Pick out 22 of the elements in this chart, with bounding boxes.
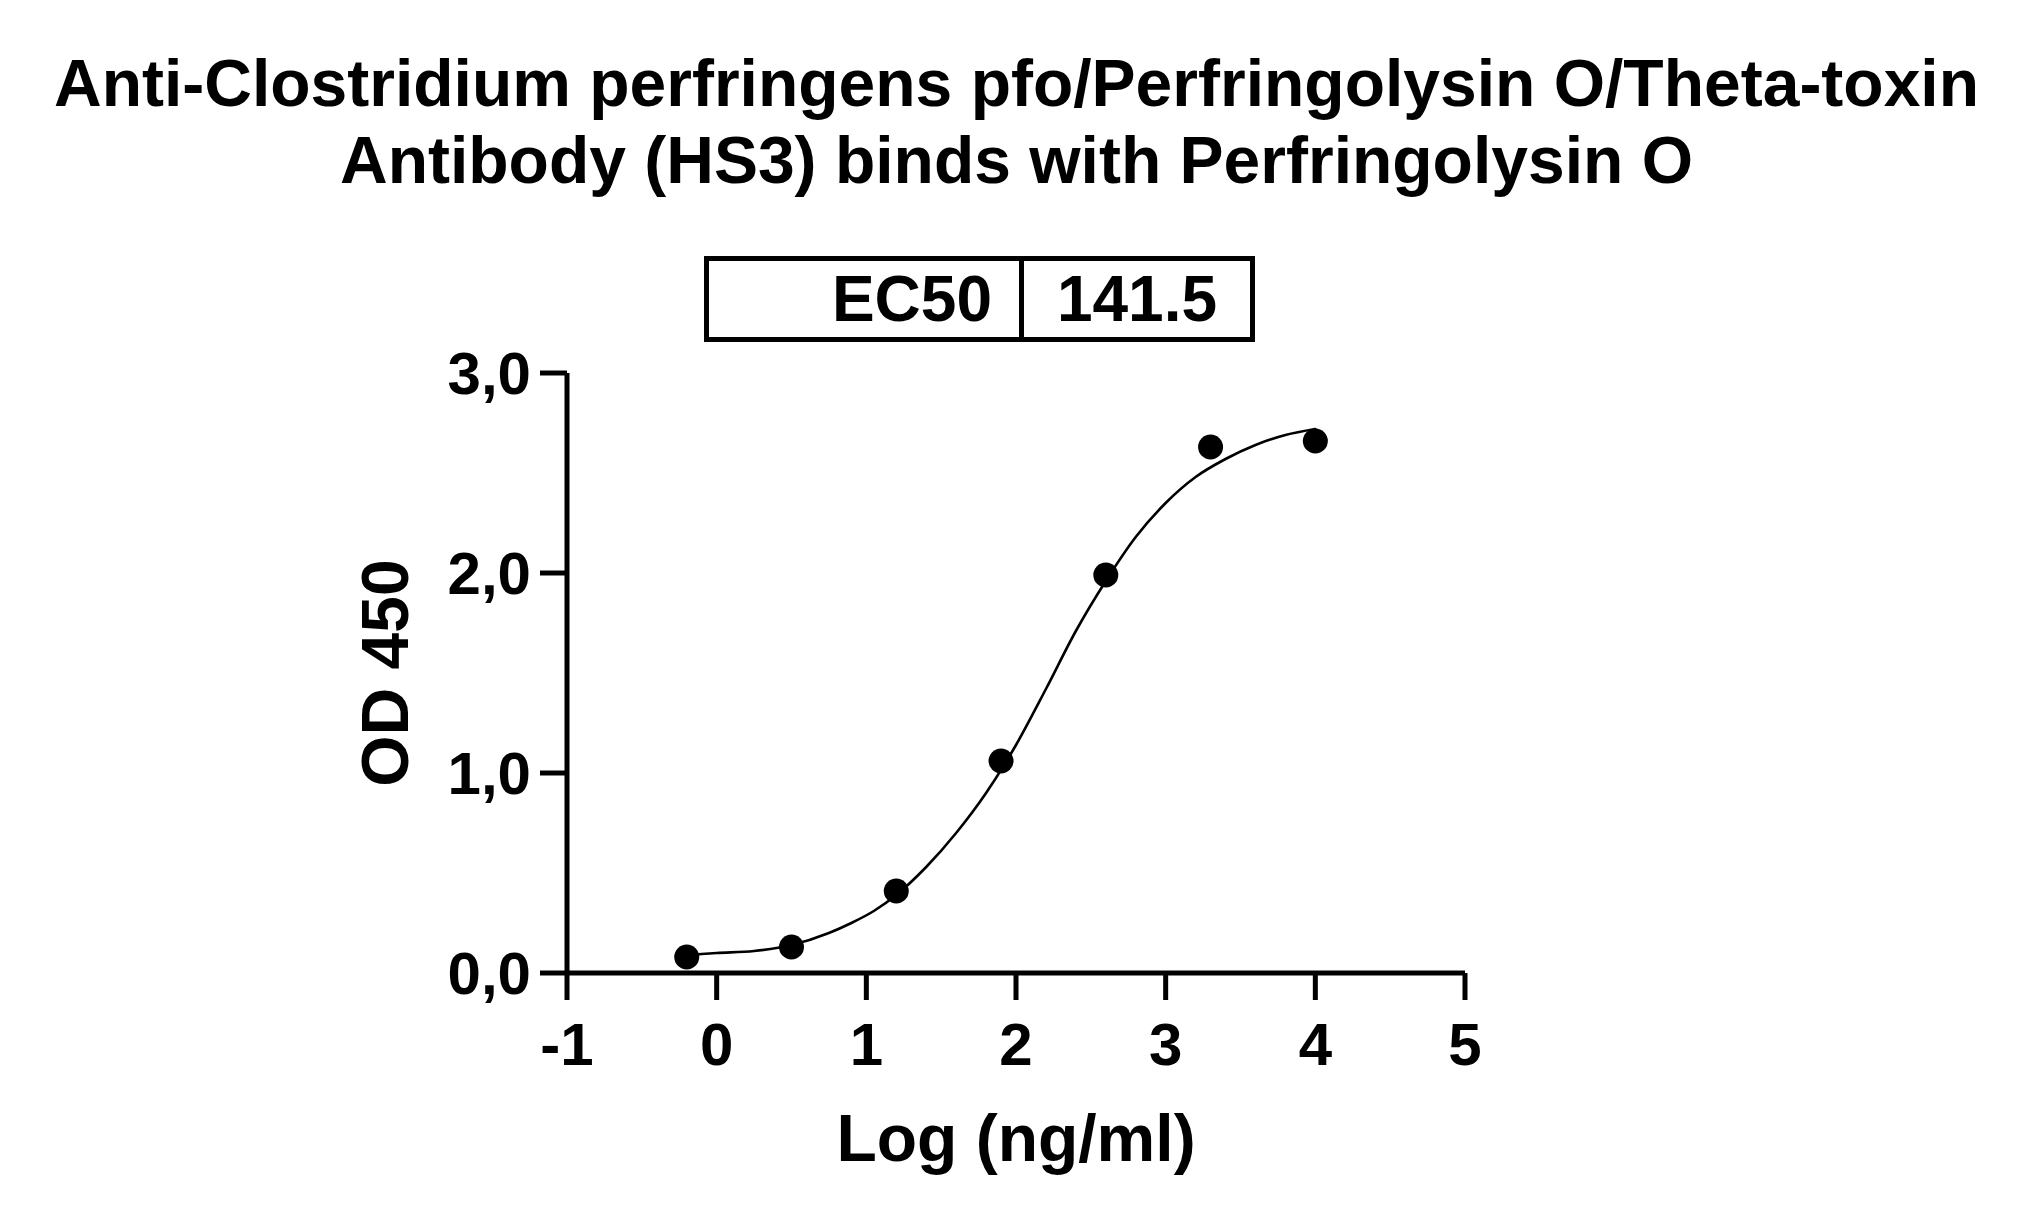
point	[674, 944, 700, 970]
x-tick-label: 0	[699, 1010, 734, 1078]
y-tick-label: 1,0	[447, 740, 531, 808]
x-tick-label: 5	[1448, 1010, 1482, 1078]
chart-title: Anti-Clostridium perfringens pfo/Perfringolysin O/Theta-toxin Antibody (HS3) binds with Perfringolysin O	[52, 45, 1981, 199]
point	[988, 748, 1014, 774]
x-tick-label: 4	[1298, 1010, 1333, 1078]
y-tick-label: 2,0	[447, 540, 531, 608]
x-tick-label: 1	[849, 1010, 884, 1078]
point	[883, 878, 909, 904]
table-frame: EC50 141.5	[704, 256, 1255, 342]
y-axis-title: OD 450	[348, 559, 423, 787]
y-tick-label: 3,0	[447, 340, 531, 408]
x-tick-label: 2	[999, 1010, 1033, 1078]
x-axis-title: Log (ng/ml)	[836, 1101, 1196, 1175]
point	[1093, 562, 1119, 588]
x-tick-label: -1	[540, 1010, 594, 1078]
point	[779, 934, 804, 960]
y-tick-label: 0,0	[447, 940, 531, 1008]
x-tick-label: 3	[1148, 1010, 1183, 1078]
point	[1198, 434, 1224, 460]
point	[1302, 428, 1328, 454]
